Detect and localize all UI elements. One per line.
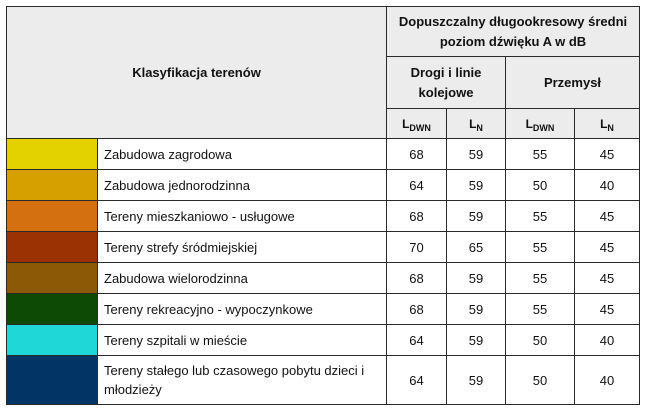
- industry-ldwn-value: 55: [505, 200, 575, 232]
- industry-ldwn-header: LDWN: [505, 108, 575, 139]
- roads-ln-value: 59: [446, 169, 506, 201]
- roads-ln-value: 59: [446, 138, 506, 170]
- table-row: Tereny mieszkaniowo - usługowe 68 59 55 …: [6, 200, 640, 232]
- industry-ln-value: 45: [574, 138, 640, 170]
- industry-ldwn-value: 55: [505, 262, 575, 294]
- noise-limits-table: Klasyfikacja terenów Dopuszczalny długoo…: [6, 6, 640, 405]
- industry-ln-value: 45: [574, 200, 640, 232]
- industry-ldwn-value: 50: [505, 169, 575, 201]
- roads-ldwn-value: 70: [386, 231, 447, 263]
- table-row: Tereny rekreacyjno - wypoczynkowe 68 59 …: [6, 293, 640, 325]
- color-swatch: [6, 262, 98, 294]
- color-swatch: [6, 293, 98, 325]
- color-swatch: [6, 200, 98, 232]
- permitted-level-header: Dopuszczalny długookresowy średni poziom…: [386, 6, 640, 57]
- area-type-label: Zabudowa zagrodowa: [97, 138, 387, 170]
- area-type-label: Zabudowa jednorodzinna: [97, 169, 387, 201]
- roads-ln-value: 59: [446, 200, 506, 232]
- area-type-label: Tereny rekreacyjno - wypoczynkowe: [97, 293, 387, 325]
- roads-ln-value: 59: [446, 262, 506, 294]
- table-row: Zabudowa zagrodowa 68 59 55 45: [6, 138, 640, 170]
- roads-ldwn-value: 64: [386, 169, 447, 201]
- color-swatch: [6, 231, 98, 263]
- industry-ln-value: 45: [574, 262, 640, 294]
- roads-ln-value: 59: [446, 324, 506, 356]
- roads-ldwn-header: LDWN: [386, 108, 447, 139]
- roads-ldwn-value: 64: [386, 324, 447, 356]
- area-type-label: Tereny szpitali w mieście: [97, 324, 387, 356]
- industry-ln-value: 45: [574, 231, 640, 263]
- roads-ldwn-value: 68: [386, 138, 447, 170]
- roads-ldwn-value: 68: [386, 293, 447, 325]
- color-swatch: [6, 324, 98, 356]
- table-row: Tereny strefy śródmiejskiej 70 65 55 45: [6, 231, 640, 263]
- roads-ldwn-value: 64: [386, 355, 447, 405]
- area-type-label: Tereny stałego lub czasowego pobytu dzie…: [97, 355, 387, 405]
- industry-ln-value: 40: [574, 355, 640, 405]
- color-swatch: [6, 138, 98, 170]
- table-row: Tereny stałego lub czasowego pobytu dzie…: [6, 355, 640, 405]
- industry-ldwn-value: 50: [505, 324, 575, 356]
- industry-ln-value: 40: [574, 169, 640, 201]
- table-row: Zabudowa wielorodzinna 68 59 55 45: [6, 262, 640, 294]
- roads-ln-value: 59: [446, 355, 506, 405]
- area-type-label: Zabudowa wielorodzinna: [97, 262, 387, 294]
- area-type-label: Tereny strefy śródmiejskiej: [97, 231, 387, 263]
- roads-ldwn-value: 68: [386, 200, 447, 232]
- roads-ldwn-value: 68: [386, 262, 447, 294]
- area-type-label: Tereny mieszkaniowo - usługowe: [97, 200, 387, 232]
- industry-ln-header: LN: [574, 108, 640, 139]
- roads-ln-header: LN: [446, 108, 506, 139]
- industry-ln-value: 40: [574, 324, 640, 356]
- industry-header: Przemysł: [505, 56, 640, 109]
- roads-rail-header: Drogi i linie kolejowe: [386, 56, 506, 109]
- roads-ln-value: 59: [446, 293, 506, 325]
- roads-ln-value: 65: [446, 231, 506, 263]
- industry-ln-value: 45: [574, 293, 640, 325]
- color-swatch: [6, 169, 98, 201]
- table-row: Zabudowa jednorodzinna 64 59 50 40: [6, 169, 640, 201]
- color-swatch: [6, 355, 98, 405]
- industry-ldwn-value: 55: [505, 293, 575, 325]
- industry-ldwn-value: 55: [505, 231, 575, 263]
- noise-limits-table-container: Klasyfikacja terenów Dopuszczalny długoo…: [6, 6, 640, 405]
- industry-ldwn-value: 50: [505, 355, 575, 405]
- industry-ldwn-value: 55: [505, 138, 575, 170]
- classification-header: Klasyfikacja terenów: [6, 6, 387, 139]
- table-row: Tereny szpitali w mieście 64 59 50 40: [6, 324, 640, 356]
